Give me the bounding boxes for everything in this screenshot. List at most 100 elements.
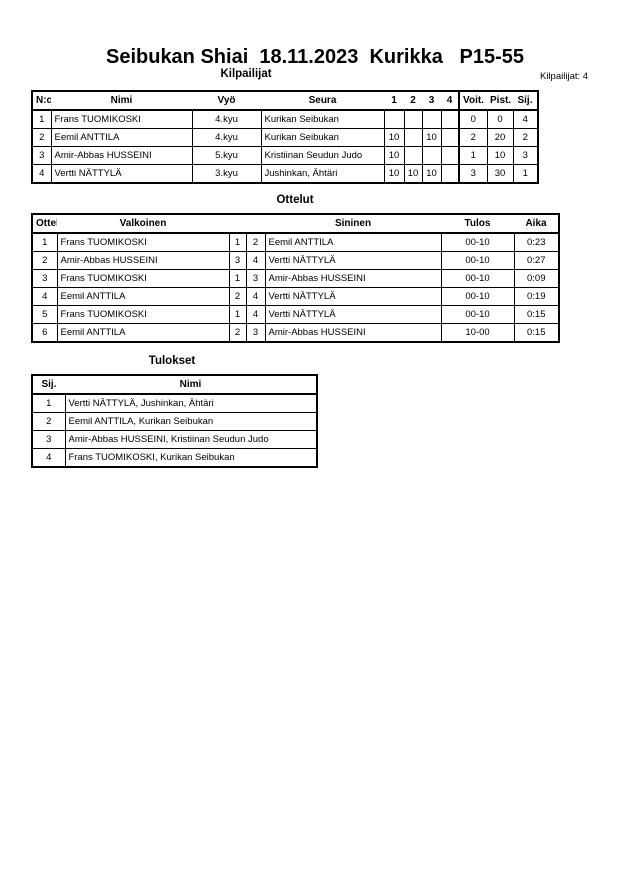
result-row: 2 Eemil ANTTILA, Kurikan Seibukan	[31, 412, 318, 431]
competitor-belt: 4.kyu	[191, 109, 262, 129]
match-row: 3 Frans TUOMIKOSKI 1 3 Amir-Abbas HUSSEINI 00…	[31, 269, 560, 288]
column-header: Vyö	[192, 91, 261, 111]
match-no: 1	[31, 232, 58, 252]
competitor-points: 20	[486, 128, 514, 147]
match-result: 10-00	[440, 323, 515, 343]
competitor-row: 4 Vertti NÄTTYLÄ 3.kyu Jushinkan, Ähtäri 10 1…	[31, 164, 539, 184]
result-rank: 1	[31, 393, 66, 413]
column-header: 3	[422, 91, 441, 111]
competitor-s4	[440, 164, 460, 184]
competitor-club: Kristiinan Seudun Judo	[260, 146, 385, 165]
competitor-s1: 10	[383, 146, 405, 165]
match-time: 0:09	[513, 269, 560, 288]
match-blue: Vertti NÄTTYLÄ	[264, 305, 442, 324]
competitor-s1	[383, 109, 405, 129]
column-header: Tulos	[441, 214, 514, 234]
results-heading: Tulokset	[148, 355, 196, 367]
matches-heading: Ottelut	[276, 194, 314, 206]
match-blue: Amir-Abbas HUSSEINI	[264, 323, 442, 343]
match-white: Eemil ANTTILA	[56, 323, 230, 343]
match-no: 5	[31, 305, 58, 324]
competitor-s3	[421, 109, 442, 129]
column-header: Ottelu	[32, 214, 57, 234]
match-result: 00-10	[440, 232, 515, 252]
competitor-s3	[421, 146, 442, 165]
result-name: Amir-Abbas HUSSEINI, Kristiinan Seudun J…	[64, 430, 318, 449]
match-wn: 1	[228, 305, 247, 324]
competitor-s2	[403, 109, 423, 129]
match-bn: 3	[245, 269, 266, 288]
competitor-rank: 3	[512, 146, 539, 165]
column-header: Seura	[261, 91, 384, 111]
match-time: 0:23	[513, 232, 560, 252]
column-header: Pist.	[487, 91, 513, 111]
competitor-no: 3	[31, 146, 52, 165]
match-no: 6	[31, 323, 58, 343]
competitor-s3: 10	[421, 164, 442, 184]
match-bn: 4	[245, 251, 266, 270]
match-blue: Amir-Abbas HUSSEINI	[264, 269, 442, 288]
match-result: 00-10	[440, 251, 515, 270]
match-no: 2	[31, 251, 58, 270]
match-bn: 4	[245, 287, 266, 306]
column-header: 1	[384, 91, 404, 111]
match-white: Frans TUOMIKOSKI	[56, 305, 230, 324]
competitor-no: 4	[31, 164, 52, 184]
competitor-s4	[440, 146, 460, 165]
match-white: Eemil ANTTILA	[56, 287, 230, 306]
competitor-s4	[440, 128, 460, 147]
match-blue: Vertti NÄTTYLÄ	[264, 251, 442, 270]
competitor-points: 0	[486, 109, 514, 129]
match-row: 6 Eemil ANTTILA 2 3 Amir-Abbas HUSSEINI 10-00…	[31, 323, 560, 343]
competitor-points: 30	[486, 164, 514, 184]
match-time: 0:15	[513, 305, 560, 324]
competitor-belt: 3.kyu	[191, 164, 262, 184]
match-wn: 1	[228, 232, 247, 252]
column-header: Sininen	[265, 214, 441, 234]
match-result: 00-10	[440, 305, 515, 324]
competitor-points: 10	[486, 146, 514, 165]
column-header: Nimi	[51, 91, 192, 111]
result-rank: 3	[31, 430, 66, 449]
result-row: 4 Frans TUOMIKOSKI, Kurikan Seibukan	[31, 448, 318, 468]
competitor-name: Eemil ANTTILA	[50, 128, 193, 147]
competitor-name: Vertti NÄTTYLÄ	[50, 164, 193, 184]
competitor-name: Frans TUOMIKOSKI	[50, 109, 193, 129]
result-name: Eemil ANTTILA, Kurikan Seibukan	[64, 412, 318, 431]
competitor-wins: 0	[458, 109, 488, 129]
column-header: N:o	[32, 91, 51, 111]
competitor-row: 2 Eemil ANTTILA 4.kyu Kurikan Seibukan 10 10 2…	[31, 128, 539, 147]
column-header: Sij.	[513, 91, 538, 111]
match-wn: 2	[228, 287, 247, 306]
competitor-s1: 10	[383, 128, 405, 147]
results-table: Sij. Nimi 1 Vertti NÄTTYLÄ, Jushinkan, Äht…	[31, 374, 318, 468]
result-name: Vertti NÄTTYLÄ, Jushinkan, Ähtäri	[64, 393, 318, 413]
match-row: 5 Frans TUOMIKOSKI 1 4 Vertti NÄTTYLÄ 00-10 0:…	[31, 305, 560, 324]
competitor-club: Kurikan Seibukan	[260, 109, 385, 129]
match-bn: 2	[245, 232, 266, 252]
column-header: 4	[441, 91, 459, 111]
competitor-s2: 10	[403, 164, 423, 184]
competitor-s2	[403, 146, 423, 165]
match-bn: 4	[245, 305, 266, 324]
match-row: 4 Eemil ANTTILA 2 4 Vertti NÄTTYLÄ 00-10 0:19	[31, 287, 560, 306]
match-no: 4	[31, 287, 58, 306]
match-wn: 2	[228, 323, 247, 343]
competitor-s3: 10	[421, 128, 442, 147]
match-wn: 3	[228, 251, 247, 270]
match-white: Frans TUOMIKOSKI	[56, 232, 230, 252]
competitor-rank: 4	[512, 109, 539, 129]
competitor-wins: 2	[458, 128, 488, 147]
result-row: 1 Vertti NÄTTYLÄ, Jushinkan, Ähtäri	[31, 393, 318, 413]
competitor-s4	[440, 109, 460, 129]
match-row: 1 Frans TUOMIKOSKI 1 2 Eemil ANTTILA 00-10 0:2…	[31, 232, 560, 252]
competitor-wins: 3	[458, 164, 488, 184]
match-time: 0:19	[513, 287, 560, 306]
match-white: Amir-Abbas HUSSEINI	[56, 251, 230, 270]
column-header: Aika	[514, 214, 559, 234]
competitor-name: Amir-Abbas HUSSEINI	[50, 146, 193, 165]
competitor-count: Kilpailijat: 4	[540, 71, 589, 82]
competitor-row: 1 Frans TUOMIKOSKI 4.kyu Kurikan Seibukan 0 0…	[31, 109, 539, 129]
competitor-rank: 1	[512, 164, 539, 184]
